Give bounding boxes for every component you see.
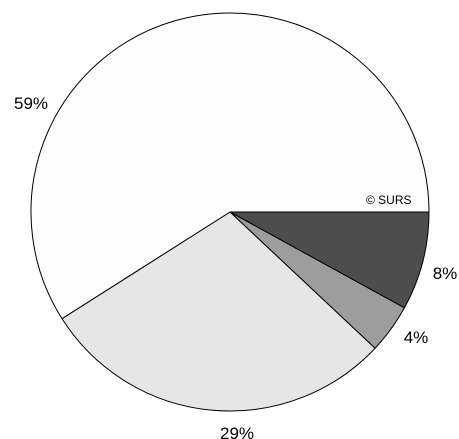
- pie-slice-8: [229, 211, 430, 309]
- slice-label-59: 59%: [14, 94, 48, 113]
- slice-label-8: 8%: [433, 264, 458, 283]
- slice-label-4: 4%: [404, 328, 429, 347]
- slice-label-29: 29%: [220, 424, 254, 439]
- pie-labels: 8% 4% 29% 59%: [14, 94, 457, 439]
- copyright-watermark: © SURS: [366, 193, 412, 207]
- pie-slice-29: [61, 211, 376, 412]
- pie-slices: [30, 12, 430, 412]
- pie-slice-59: [30, 12, 430, 320]
